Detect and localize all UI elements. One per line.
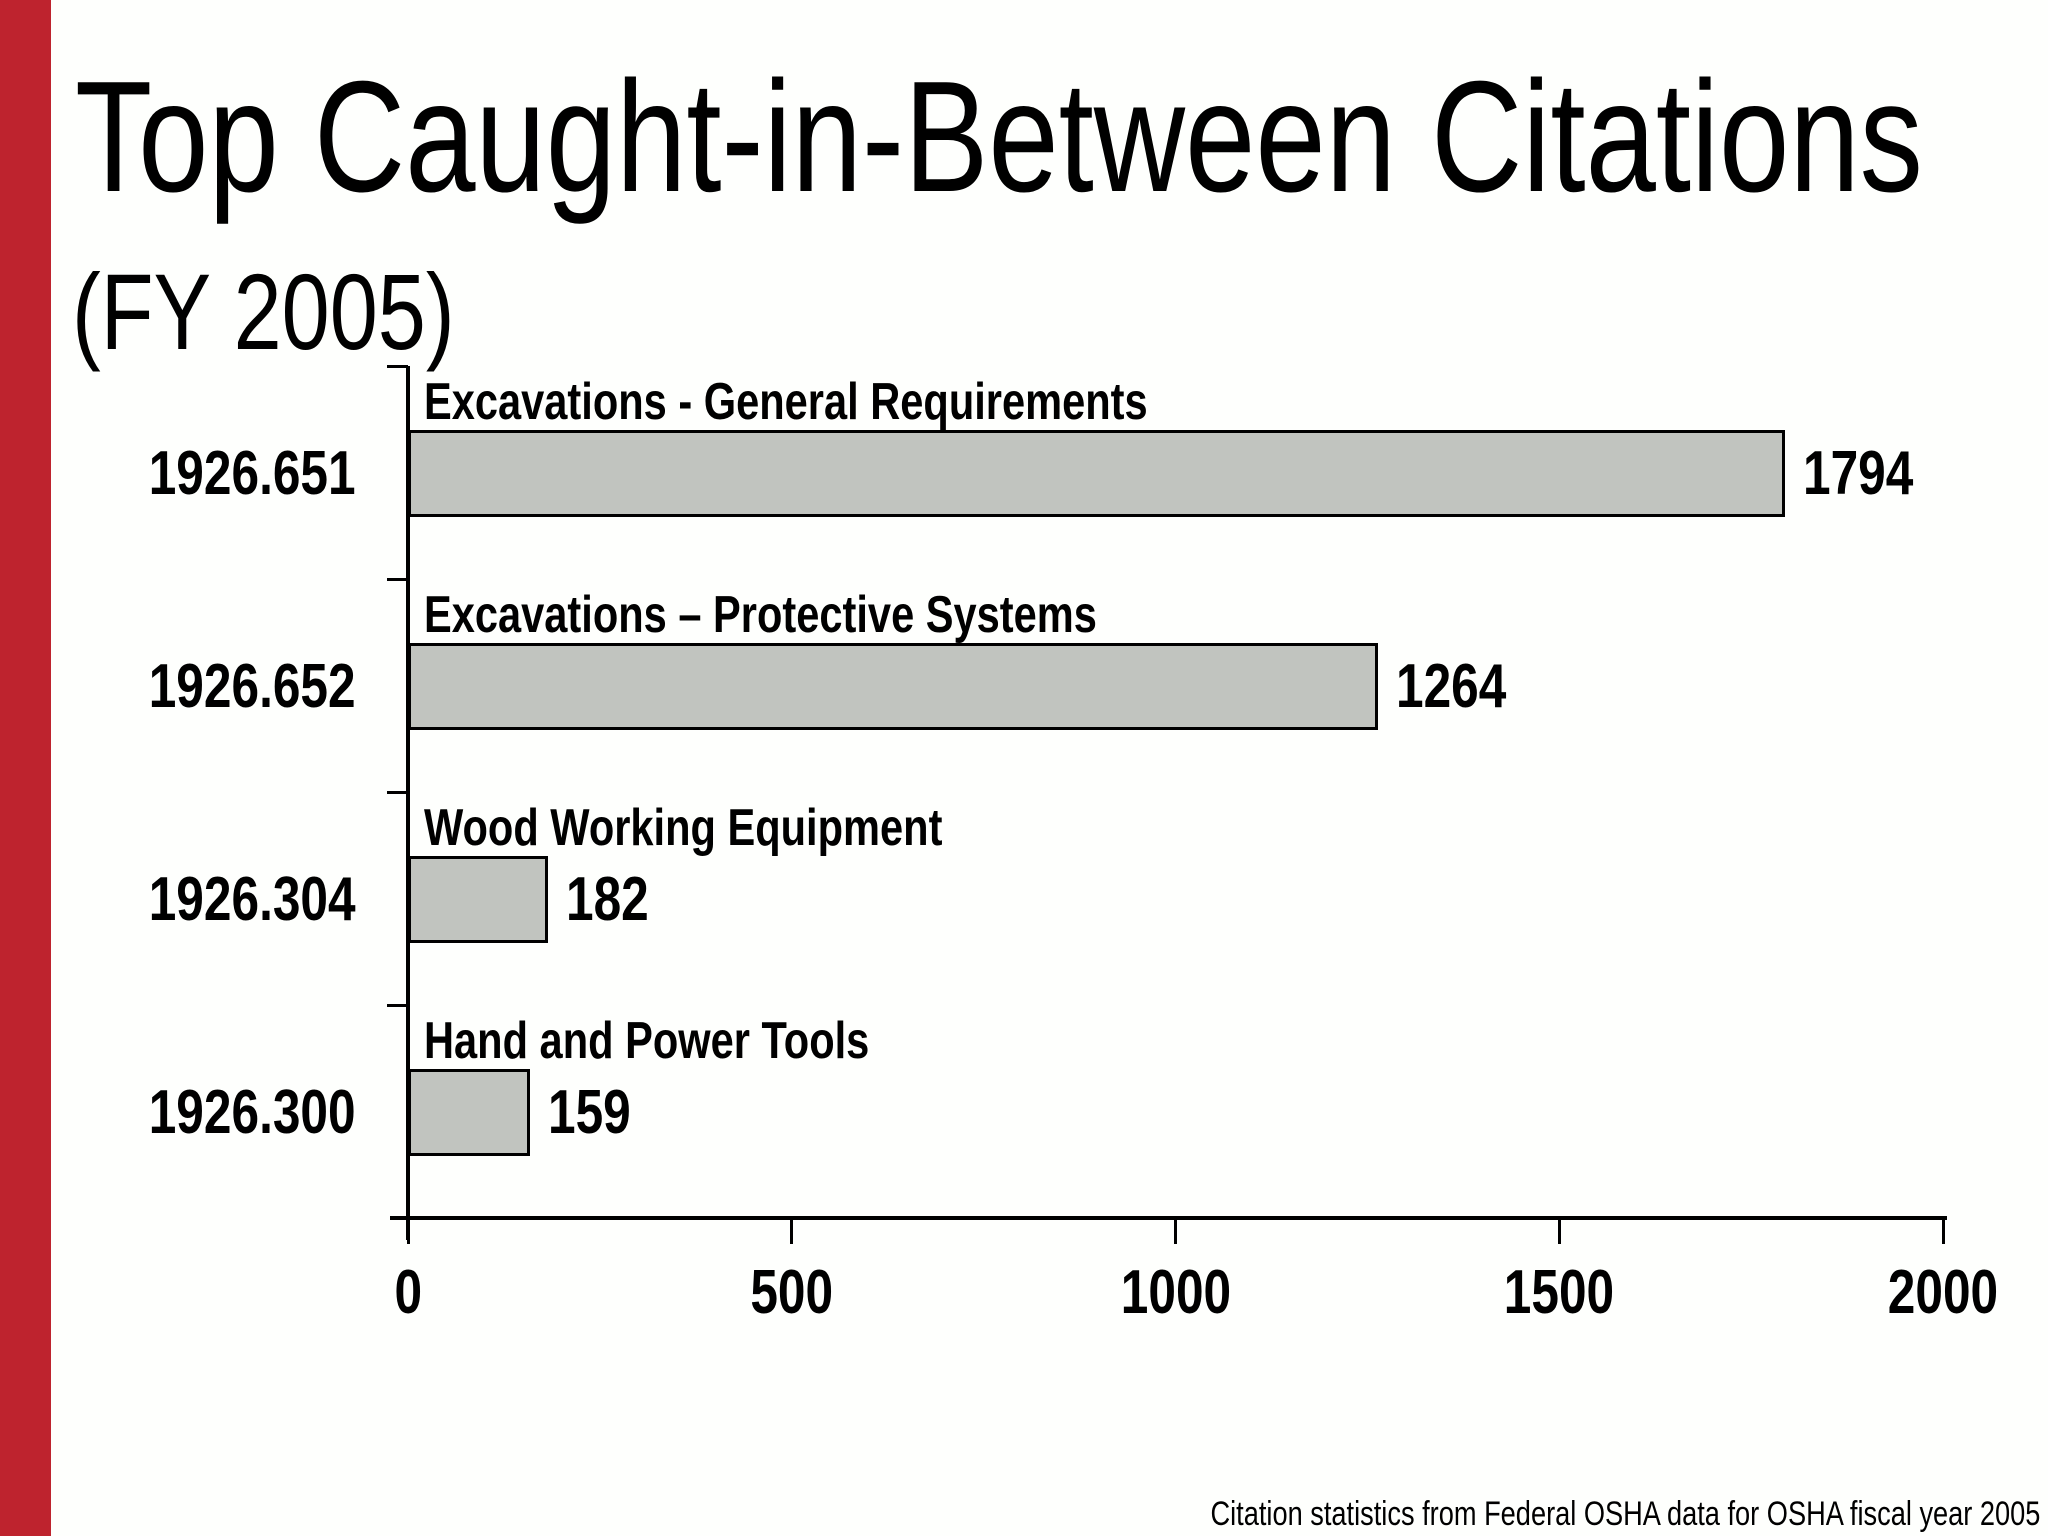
category-axis-label-text: 1926.300 (149, 1078, 356, 1147)
bar-value-label: 182 (566, 856, 669, 943)
category-axis-label: 1926.300 (60, 1069, 356, 1156)
x-axis-tick (1941, 1220, 1945, 1244)
category-boundary-tick (387, 364, 408, 368)
bar (408, 643, 1379, 730)
x-axis-tick-label: 0 (288, 1262, 528, 1324)
bar-value-label: 1794 (1803, 430, 1941, 517)
x-axis-tick-label: 1500 (1439, 1262, 1679, 1324)
category-axis-label-text: 1926.651 (149, 439, 356, 508)
bar (408, 430, 1785, 517)
category-axis-label: 1926.304 (60, 856, 356, 943)
bar-title-label: Hand and Power Tools (424, 1015, 981, 1067)
x-axis-line (390, 1216, 1947, 1220)
bar-value-label: 159 (548, 1069, 651, 1156)
x-axis-tick (1557, 1220, 1561, 1244)
category-boundary-tick (387, 1003, 408, 1007)
bar-title-text: Excavations - General Requirements (424, 373, 1148, 431)
x-axis-tick-label: 2000 (1823, 1262, 2048, 1324)
x-axis-tick (1174, 1220, 1177, 1244)
x-axis-tick-label: 1000 (1056, 1262, 1296, 1324)
bar-value-text: 1794 (1802, 439, 1914, 508)
bar (408, 856, 548, 943)
bar-value-label: 1264 (1396, 643, 1534, 730)
bar-value-text: 182 (565, 865, 649, 934)
bar-title-label: Excavations - General Requirements (424, 376, 1329, 428)
slide-subtitle-text: (FY 2005) (72, 251, 455, 372)
x-axis-tick-label-text: 2000 (1887, 1258, 1999, 1327)
bar (408, 1069, 531, 1156)
x-axis-tick-label-text: 1000 (1120, 1258, 1231, 1327)
category-axis-label-text: 1926.652 (149, 652, 356, 721)
x-axis-tick (406, 1220, 410, 1244)
slide-title-text: Top Caught-in-Between Citations (75, 49, 1923, 225)
category-axis-label-text: 1926.304 (149, 865, 356, 934)
bar-value-text: 159 (548, 1078, 631, 1147)
left-accent-stripe (0, 0, 51, 1536)
y-axis-line (406, 366, 410, 1240)
category-axis-label: 1926.652 (60, 643, 356, 730)
x-axis-tick (790, 1220, 794, 1244)
bar-title-text: Excavations – Protective Systems (424, 586, 1097, 644)
x-axis-tick-label-text: 0 (394, 1258, 422, 1327)
x-axis-tick-label-text: 1500 (1504, 1258, 1615, 1327)
bar-chart: Excavations - General Requirements 1926.6… (149, 364, 1947, 1244)
footer-source-text: Citation statistics from Federal OSHA da… (1210, 1495, 2040, 1533)
bar-title-label: Excavations – Protective Systems (424, 589, 1265, 641)
bar-value-text: 1264 (1396, 652, 1507, 721)
slide-title: Top Caught-in-Between Citations (75, 58, 2048, 216)
bar-title-text: Hand and Power Tools (424, 1012, 870, 1070)
bar-title-text: Wood Working Equipment (424, 799, 943, 857)
slide-subtitle: (FY 2005) (72, 258, 550, 366)
x-axis-tick-label-text: 500 (750, 1258, 834, 1327)
x-axis-tick-label: 500 (672, 1262, 912, 1324)
category-boundary-tick (387, 577, 408, 581)
bar-title-label: Wood Working Equipment (424, 802, 1072, 854)
footer-source-note: Citation statistics from Federal OSHA da… (1003, 1495, 2040, 1533)
category-boundary-tick (387, 790, 408, 794)
category-axis-label: 1926.651 (60, 430, 356, 517)
